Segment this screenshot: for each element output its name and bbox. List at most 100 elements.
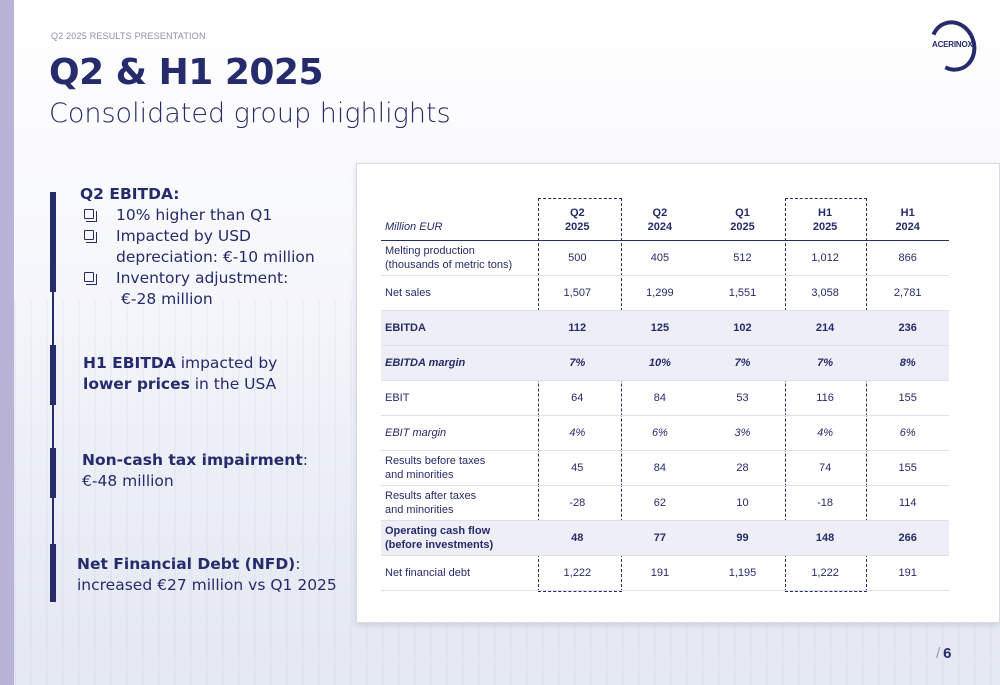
table-cell: 3,058 [783, 275, 867, 311]
table-cell: 1,012 [783, 240, 867, 276]
table-cell: 125 [618, 310, 702, 346]
table-row: Melting production (thousands of metric t… [381, 240, 949, 276]
column-header: Q2 2025 [536, 200, 619, 241]
table-cell: 1,507 [536, 275, 619, 311]
page-number-value: 6 [943, 645, 952, 662]
table-row: Net sales 1,507 1,299 1,551 3,058 2,781 [381, 275, 949, 311]
table-cell: 500 [536, 240, 619, 276]
table-cell: 7% [536, 345, 619, 381]
h1-usa-text: in the USA [189, 375, 277, 393]
table-cell: 53 [701, 380, 784, 416]
nfd-heading: Net Financial Debt (NFD) [77, 555, 296, 573]
table-cell: 8% [866, 345, 949, 381]
table-cell: 74 [783, 450, 867, 486]
table-cell: 191 [618, 555, 702, 591]
table-cell: 512 [701, 240, 784, 276]
nfd-colon: : [295, 555, 301, 573]
results-table: Million EUR Q2 2025 Q2 2024 Q1 2025 H1 2025 … [381, 200, 949, 591]
h1-lower-prices-bold: lower prices [83, 375, 190, 393]
table-cell: 7% [783, 345, 867, 381]
row-label: Melting production (thousands of metric t… [381, 240, 536, 276]
row-label: Net financial debt [381, 555, 536, 591]
table-cell: 405 [618, 240, 702, 276]
checkbox-bullet-icon [84, 209, 97, 222]
h1-ebitda-text: impacted by [175, 354, 278, 372]
column-header: Q2 2024 [618, 200, 702, 241]
q2-ebitda-heading: Q2 EBITDA: [80, 185, 180, 203]
table-cell: 48 [536, 520, 619, 556]
table-row: Results before taxes and minorities 45 84… [381, 450, 949, 486]
table-cell: 2,781 [866, 275, 949, 311]
tax-impairment-block: Non-cash tax impairment: €-48 million [82, 450, 308, 492]
q2-ebitda-block: Q2 EBITDA: 10% higher than Q1 Impacted b… [80, 184, 315, 310]
table-cell: 236 [866, 310, 949, 346]
bullet-item: 10% higher than Q1 [80, 205, 315, 226]
table-cell: 84 [618, 380, 702, 416]
row-label: Net sales [381, 275, 536, 311]
table-row-highlighted: Operating cash flow (before investments) … [381, 520, 949, 556]
left-accent-strip [0, 0, 14, 685]
table-cell: 214 [783, 310, 867, 346]
table-cell: 77 [618, 520, 702, 556]
table-cell: 28 [701, 450, 784, 486]
tax-impairment-value: €-48 million [82, 472, 174, 490]
table-cell: 3% [701, 415, 784, 451]
table-cell: 114 [866, 485, 949, 521]
bullet-item: Inventory adjustment: [80, 268, 315, 289]
table-cell: 4% [536, 415, 619, 451]
table-cell: 4% [783, 415, 867, 451]
row-label: Operating cash flow (before investments) [381, 520, 536, 556]
tax-colon: : [302, 451, 308, 469]
table-cell: 866 [866, 240, 949, 276]
timeline-segment-nfd [50, 544, 56, 602]
bullet-text: depreciation: €-10 million [116, 248, 315, 266]
table-cell: 191 [866, 555, 949, 591]
nfd-text: increased €27 million vs Q1 2025 [77, 576, 337, 594]
row-label: EBITDA margin [381, 345, 536, 381]
table-header-row: Million EUR Q2 2025 Q2 2024 Q1 2025 H1 2025 … [381, 200, 949, 241]
table-cell: 148 [783, 520, 867, 556]
row-label: Results before taxes and minorities [381, 450, 536, 486]
row-label: EBIT margin [381, 415, 536, 451]
h1-ebitda-bold: H1 EBITDA [83, 354, 176, 372]
table-row-highlighted: EBITDA margin 7% 10% 7% 7% 8% [381, 345, 949, 381]
table-cell: 112 [536, 310, 619, 346]
table-cell: 10% [618, 345, 702, 381]
bullet-text: 10% higher than Q1 [116, 206, 273, 224]
table-cell: 45 [536, 450, 619, 486]
page-subtitle: Consolidated group highlights [49, 98, 451, 129]
table-cell: 1,195 [701, 555, 784, 591]
table-cell: 1,551 [701, 275, 784, 311]
h1-ebitda-block: H1 EBITDA impacted by lower prices in th… [83, 353, 277, 395]
column-header: Q1 2025 [701, 200, 784, 241]
table-cell: 266 [866, 520, 949, 556]
acerinox-logo: ACERINOX [922, 13, 984, 79]
table-cell: 1,299 [618, 275, 702, 311]
table-row: Net financial debt 1,222 191 1,195 1,222… [381, 555, 949, 591]
page-number: /6 [936, 645, 952, 662]
page-title: Q2 & H1 2025 [49, 52, 324, 93]
table-cell: 99 [701, 520, 784, 556]
table-cell: 64 [536, 380, 619, 416]
bullet-text: Inventory adjustment: [116, 269, 289, 287]
timeline-segment-q2-ebitda [50, 192, 56, 292]
bullet-continuation: €-28 million [80, 289, 315, 310]
presentation-kicker: Q2 2025 RESULTS PRESENTATION [51, 31, 206, 41]
logo-text: ACERINOX [932, 40, 973, 49]
table-cell: 7% [701, 345, 784, 381]
table-row: Results after taxes and minorities -28 62… [381, 485, 949, 521]
bullet-text: €-28 million [121, 290, 213, 308]
table-cell: 6% [866, 415, 949, 451]
bullet-continuation: depreciation: €-10 million [80, 247, 315, 268]
unit-label: Million EUR [381, 200, 536, 241]
results-table-panel: Million EUR Q2 2025 Q2 2024 Q1 2025 H1 2025 … [356, 163, 1000, 623]
tax-impairment-heading: Non-cash tax impairment [82, 451, 303, 469]
row-label: Results after taxes and minorities [381, 485, 536, 521]
table-cell: -18 [783, 485, 867, 521]
nfd-block: Net Financial Debt (NFD): increased €27 … [77, 554, 337, 596]
column-header: H1 2024 [866, 200, 949, 241]
table-cell: 62 [618, 485, 702, 521]
row-label: EBITDA [381, 310, 536, 346]
table-cell: 6% [618, 415, 702, 451]
table-row-highlighted: EBITDA 112 125 102 214 236 [381, 310, 949, 346]
